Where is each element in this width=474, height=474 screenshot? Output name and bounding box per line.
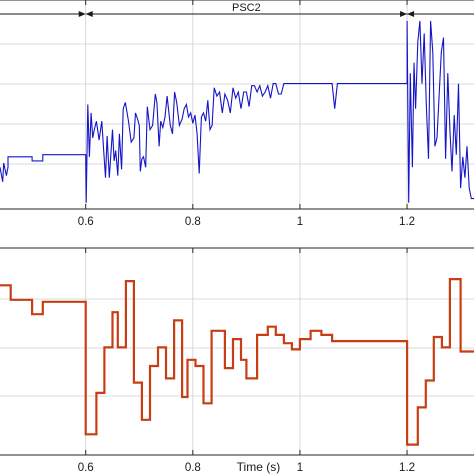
- x-tick-label: 0.8: [185, 462, 201, 474]
- x-tick-label: 0.6: [78, 462, 94, 474]
- tick-labels: 0.6 0.8 1 1.2 0.6 0.8 1 1.2 Time (s): [78, 216, 415, 474]
- panel-frames: [0, 0, 474, 456]
- series-layer: [0, 20, 474, 446]
- arrowhead-icon: [407, 11, 415, 17]
- psc2-annotation: PSC2: [0, 2, 474, 17]
- x-tick-label: 0.8: [185, 216, 201, 228]
- arrowhead-icon: [78, 11, 86, 17]
- arrowhead-icon: [85, 11, 93, 17]
- x-axis-label: Time (s): [237, 460, 281, 474]
- x-tick-label: 1.2: [399, 216, 415, 228]
- x-tick-label: 0.6: [78, 216, 94, 228]
- x-tick-label: 1: [297, 462, 303, 474]
- bottom-panel-grid: [0, 248, 474, 455]
- top-panel-grid: [0, 0, 474, 209]
- top-series-line: [0, 20, 474, 203]
- arrowhead-icon: [400, 11, 408, 17]
- annotation-label: PSC2: [232, 2, 261, 14]
- x-tick-label: 1.2: [399, 462, 415, 474]
- x-tick-label: 1: [297, 216, 303, 228]
- bottom-series-line: [0, 278, 474, 446]
